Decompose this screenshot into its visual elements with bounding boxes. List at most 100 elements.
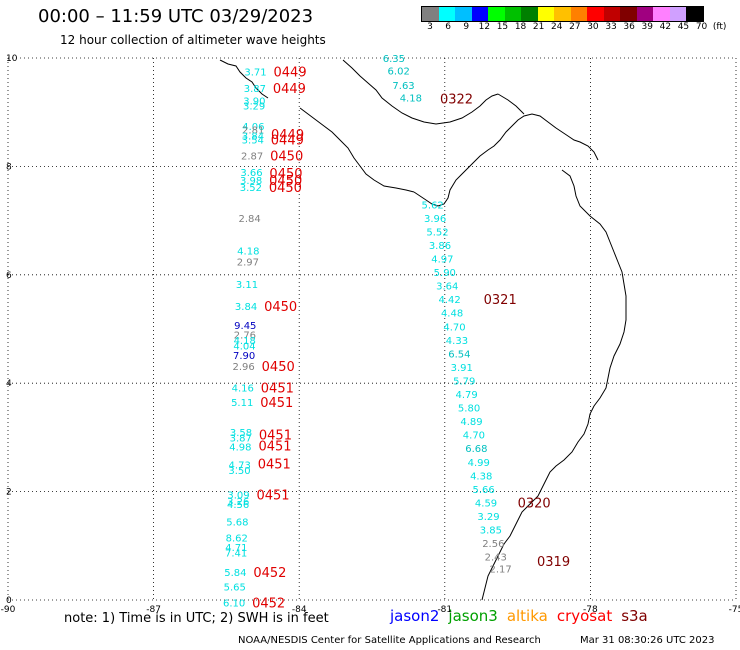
- pass-time: 0449: [271, 128, 304, 143]
- pass-time: 0450: [264, 300, 297, 315]
- pass-time: 0452: [252, 597, 285, 612]
- legend-swatch: [603, 7, 620, 21]
- legend-label: 24: [551, 22, 563, 32]
- pass-time: 0451: [259, 429, 292, 444]
- swh-value: 9.45: [234, 321, 256, 332]
- satellite-name: altika: [506, 607, 548, 625]
- swh-value: 3.96: [424, 214, 446, 225]
- swh-value: 4.18: [234, 336, 256, 347]
- pass-time: 0322: [440, 93, 473, 108]
- swh-value: 4.73: [229, 461, 251, 472]
- swh-value: 3.09: [227, 490, 249, 501]
- legend-label: 45: [677, 22, 690, 32]
- swh-value: 7.90: [233, 351, 255, 362]
- legend-swatch: [422, 7, 439, 21]
- swh-value: 4.70: [463, 431, 485, 442]
- swh-value: 4.79: [456, 390, 478, 401]
- legend-label: (ft): [712, 22, 727, 32]
- swh-value: 3.11: [236, 280, 258, 291]
- swh-value: 2.56: [482, 539, 504, 550]
- legend-label: 27: [569, 22, 581, 32]
- swh-value: 4.16: [232, 384, 254, 395]
- coastline-nicoya: [219, 59, 269, 99]
- swh-value: 4.70: [443, 322, 465, 333]
- swh-value: 6.02: [388, 66, 410, 77]
- swh-value: 5.84: [224, 568, 246, 579]
- color-legend-labels: 3 6 9 12 15 18 21 24 27 30 33 36 39 42 45 70 (ft): [421, 22, 731, 34]
- satellite-legend: jason2 jason3 altika cryosat s3a: [390, 607, 657, 625]
- swh-value: 7.63: [392, 81, 414, 92]
- swh-value: 3.98: [240, 176, 262, 187]
- pass-time: 0450: [269, 174, 302, 189]
- swh-value: 3.52: [240, 183, 262, 194]
- swh-value: 3.64: [436, 282, 458, 293]
- pass-time: 0450: [269, 181, 302, 196]
- color-legend-bar: [421, 6, 704, 22]
- legend-label: 33: [605, 22, 617, 32]
- swh-value: 7.41: [225, 548, 247, 559]
- legend-swatch: [686, 7, 703, 21]
- swh-value: 3.29: [477, 512, 499, 523]
- credit-line: NOAA/NESDIS Center for Satellite Applica…: [238, 635, 541, 646]
- swh-value: 4.33: [446, 336, 468, 347]
- swh-value: 3.90: [243, 96, 265, 107]
- swh-value: 4.18: [237, 246, 259, 257]
- swh-value: 5.90: [434, 268, 456, 279]
- pass-time: 0451: [258, 457, 291, 472]
- y-tick-label: 8: [6, 162, 12, 172]
- swh-value: 3.85: [480, 526, 502, 537]
- map-subtitle: 12 hour collection of altimeter wave hei…: [60, 33, 326, 47]
- coastline-darien: [497, 93, 525, 115]
- map-axes: -90 -87 -84 -81 -78 -75 10 8 6 4 2 0: [1, 54, 740, 615]
- map-title: 00:00 – 11:59 UTC 03/29/2023: [38, 6, 314, 27]
- swh-value: 5.62: [422, 200, 444, 211]
- swh-value: 6.35: [383, 54, 405, 65]
- pass-time: 0451: [261, 382, 294, 397]
- y-tick-label: 6: [6, 271, 12, 281]
- swh-value: 4.06: [242, 122, 264, 133]
- swh-value: 2.17: [489, 565, 511, 576]
- x-tick-label: -87: [146, 605, 161, 615]
- swh-value: 4.56: [227, 500, 249, 511]
- legend-swatch: [438, 7, 455, 21]
- legend-label: 36: [623, 22, 635, 32]
- x-tick-label: -84: [292, 605, 307, 615]
- legend-label: 21: [532, 22, 545, 32]
- swh-value: 3.86: [429, 241, 451, 252]
- swh-value: 2.81: [242, 126, 264, 137]
- legend-label: 30: [587, 22, 599, 32]
- footnote: note: 1) Time is in UTC; 2) SWH is in fe…: [64, 611, 329, 626]
- y-tick-label: 2: [6, 488, 12, 498]
- swh-value: 5.65: [224, 582, 246, 593]
- pass-time: 0451: [258, 440, 291, 455]
- legend-swatch: [587, 7, 604, 21]
- swh-value: 4.89: [460, 417, 482, 428]
- pass-time: 0450: [262, 360, 295, 375]
- legend-swatch: [653, 7, 670, 21]
- pass-time: 0321: [484, 293, 517, 308]
- satellite-name: s3a: [621, 607, 648, 625]
- legend-label: 15: [496, 22, 509, 32]
- legend-label: 3: [427, 22, 433, 32]
- pass-time: 0452: [253, 566, 286, 581]
- pass-time: 0449: [274, 66, 307, 81]
- x-tick-label: -75: [729, 605, 740, 615]
- right-track-values: 6.356.02 7.63 4.18 5.62 3.96 5.52 3.86 4.97 5.90…: [383, 54, 512, 576]
- legend-swatch: [455, 7, 472, 21]
- swh-value: 3.29: [243, 102, 265, 113]
- swh-value: 5.66: [472, 485, 494, 496]
- swh-value: 3.66: [240, 168, 262, 179]
- coastline-colombia-pacific: [481, 169, 627, 601]
- swh-value: 2.76: [234, 330, 256, 341]
- x-tick-label: -81: [437, 605, 452, 615]
- x-tick-label: -90: [1, 605, 16, 615]
- y-tick-label: 0: [6, 596, 12, 606]
- left-track-values: 3.713.873.903.294.062.813.843.542.873.66…: [223, 68, 267, 610]
- legend-swatch: [488, 7, 505, 21]
- y-tick-label: 10: [6, 54, 18, 64]
- map-grid: [7, 57, 737, 601]
- swh-value: 5.11: [231, 398, 253, 409]
- swh-value: 5.80: [458, 404, 480, 415]
- swh-value: 6.54: [448, 349, 470, 360]
- coastline-panama-pacific: [413, 113, 599, 207]
